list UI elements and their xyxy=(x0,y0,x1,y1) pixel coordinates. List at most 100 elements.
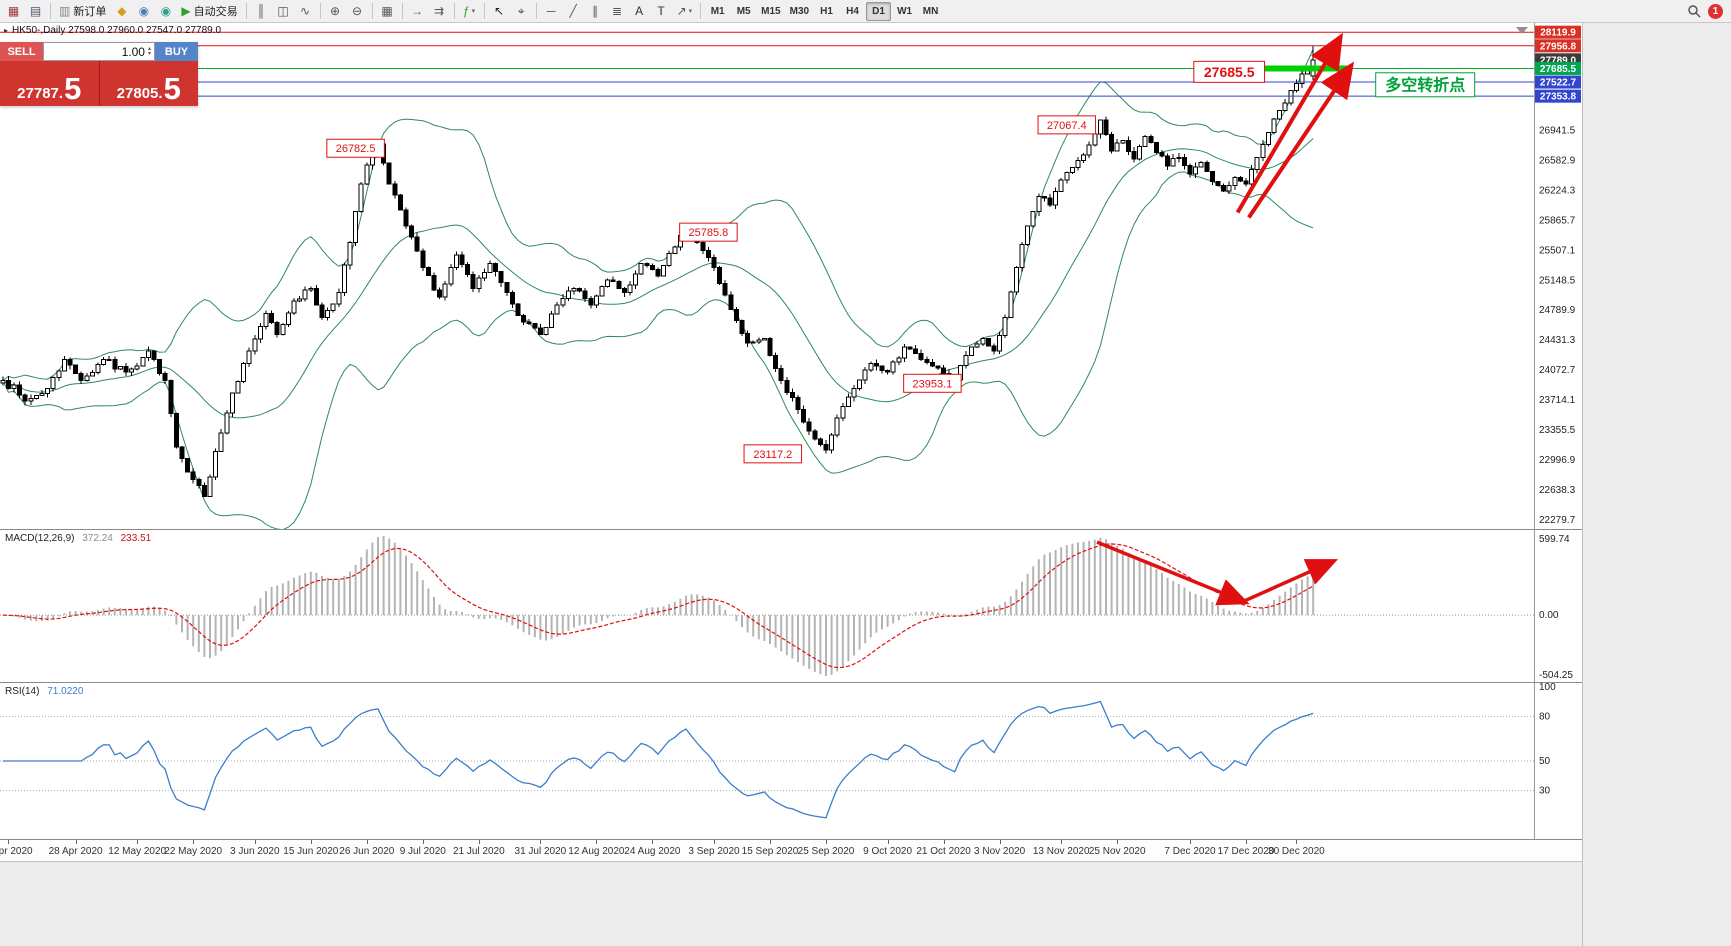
history-center-icon: ◉ xyxy=(160,4,172,18)
sell-price-main: 27787. xyxy=(17,84,64,102)
timeframe-m1[interactable]: M1 xyxy=(710,5,725,17)
chart-title-text: HK50-,Daily 27598.0 27960.0 27547.0 2778… xyxy=(12,25,222,36)
rsi-axis-level: 80 xyxy=(1539,712,1551,723)
equidistant-channel-button[interactable]: ∥ xyxy=(585,2,606,21)
toolbar-separator xyxy=(483,3,485,19)
date-tick xyxy=(596,840,598,844)
timeframe-m5[interactable]: M5 xyxy=(736,5,751,17)
price-tick: 25865.7 xyxy=(1539,215,1576,226)
bar-chart-button[interactable]: ║ xyxy=(251,2,272,21)
spinner-up-icon[interactable]: ▴ xyxy=(147,45,151,52)
toolbar-separator xyxy=(245,3,247,19)
new-chart-icon: ▦ xyxy=(7,4,20,18)
sell-button[interactable]: SELL xyxy=(0,42,43,61)
buy-button[interactable]: BUY xyxy=(155,42,198,61)
macd-trend-arrow[interactable] xyxy=(1242,559,1339,604)
caret-down-icon: ▾ xyxy=(688,8,693,15)
toolbar-separator xyxy=(319,3,321,19)
rsi-line xyxy=(2,700,1314,819)
note-box[interactable]: 多空转折点 xyxy=(1375,72,1476,98)
autotrading-button[interactable]: ▶ 自动交易 xyxy=(177,2,241,21)
macd-trend-arrow[interactable] xyxy=(1096,540,1250,606)
history-center-button[interactable]: ◉ xyxy=(155,2,176,21)
spinner-down-icon[interactable]: ▾ xyxy=(147,50,151,57)
search-icon[interactable] xyxy=(1683,2,1705,21)
macd-histogram xyxy=(7,536,1315,676)
timeframe-m15[interactable]: M15 xyxy=(761,5,781,17)
date-label: 12 May 2020 xyxy=(108,846,167,857)
date-label: 21 Oct 2020 xyxy=(916,846,971,857)
candlestick-chart-icon: ◫ xyxy=(277,4,289,18)
cursor-button[interactable]: ↖ xyxy=(489,2,510,21)
price-callout[interactable]: 23117.2 xyxy=(743,444,803,464)
main-toolbar: ▦ ▤ ▥ 新订单 ◆ ◉ ◉ ▶ 自动交易 ║ ◫ ∿ ⊕ ⊖ ▦ → ⇉ ƒ ▾ ↖ ⌖ ─ ╱ ∥ ≣ A T ↗ ▾ M1 M5 M1… xyxy=(0,0,1731,23)
rsi-canvas[interactable]: 100 80 50 30 xyxy=(0,683,1582,839)
buy-price-main: 27805. xyxy=(116,84,163,102)
sell-price-big-digit: 5 xyxy=(64,71,82,107)
main-chart-canvas[interactable]: 26782.5 25785.8 23953.1 23117.2 27067.4 27685… xyxy=(0,23,1582,529)
fibonacci-button[interactable]: ≣ xyxy=(607,2,628,21)
metaeditor-button[interactable]: ◆ xyxy=(111,2,132,21)
price-callout[interactable]: 27067.4 xyxy=(1037,115,1097,135)
main-chart-panel: 26782.5 25785.8 23953.1 23117.2 27067.4 27685… xyxy=(0,23,1582,529)
chart-profiles-button[interactable]: ▤ xyxy=(25,2,46,21)
tile-windows-icon: ▦ xyxy=(381,4,393,18)
price-axis[interactable]: 26941.5 26582.9 26224.3 25865.7 25507.1 25148… xyxy=(1535,25,1581,526)
crosshair-button[interactable]: ⌖ xyxy=(511,2,532,21)
auto-scroll-button[interactable]: → xyxy=(407,2,428,21)
date-label: 26 Jun 2020 xyxy=(339,846,395,857)
text-label-button[interactable]: T xyxy=(651,2,672,21)
accounts-button[interactable]: ◉ xyxy=(133,2,154,21)
zoom-in-icon: ⊕ xyxy=(330,4,341,18)
chart-shift-icon: ⇉ xyxy=(434,4,445,18)
horizontal-lines[interactable] xyxy=(0,31,1534,97)
price-callout[interactable]: 23953.1 xyxy=(903,373,962,393)
timeframe-m30[interactable]: M30 xyxy=(789,5,810,17)
text-button[interactable]: A xyxy=(629,2,650,21)
expand-arrow-icon[interactable]: ▸ xyxy=(4,26,9,35)
price-callout[interactable]: 27685.5 xyxy=(1193,60,1266,83)
candlestick-chart-button[interactable]: ◫ xyxy=(273,2,294,21)
new-chart-button[interactable]: ▦ xyxy=(3,2,24,21)
volume-spinner-icons[interactable]: ▴ ▾ xyxy=(147,45,151,57)
rsi-axis-level: 100 xyxy=(1539,683,1556,693)
new-order-button[interactable]: ▥ 新订单 xyxy=(55,2,110,21)
fibonacci-icon: ≣ xyxy=(612,4,623,18)
svg-text:27685.5: 27685.5 xyxy=(1540,64,1577,75)
timeframe-w1[interactable]: W1 xyxy=(897,5,913,17)
horizontal-line-icon: ─ xyxy=(546,4,556,18)
timeframe-h1[interactable]: H1 xyxy=(820,5,833,17)
date-tick xyxy=(478,840,480,844)
date-tick xyxy=(1246,840,1247,844)
sell-price-panel[interactable]: 27787. 5 xyxy=(0,61,100,106)
tile-windows-button[interactable]: ▦ xyxy=(377,2,398,21)
zoom-in-button[interactable]: ⊕ xyxy=(325,2,346,21)
volume-stepper[interactable]: 1.00 ▴ ▾ xyxy=(43,42,155,61)
price-callout[interactable]: 25785.8 xyxy=(679,222,738,242)
bottom-filler xyxy=(0,861,1582,946)
notification-badge[interactable]: 1 xyxy=(1708,3,1723,19)
macd-name: MACD(12,26,9) xyxy=(5,533,75,544)
arrows-button[interactable]: ↗ ▾ xyxy=(673,2,697,21)
zoom-out-button[interactable]: ⊖ xyxy=(347,2,368,21)
date-tick xyxy=(714,840,715,844)
indicators-button[interactable]: ƒ ▾ xyxy=(459,2,480,21)
volume-value: 1.00 xyxy=(121,44,145,59)
chart-window: 26782.5 25785.8 23953.1 23117.2 27067.4 27685… xyxy=(0,23,1582,946)
date-label: 15 Sep 2020 xyxy=(741,846,799,857)
metaeditor-icon: ◆ xyxy=(117,4,127,18)
macd-canvas[interactable]: 599.74 0.00 -504.25 xyxy=(0,530,1582,682)
chart-shift-button[interactable]: ⇉ xyxy=(429,2,450,21)
date-tick xyxy=(193,840,195,844)
line-chart-button[interactable]: ∿ xyxy=(295,2,316,21)
buy-price-panel[interactable]: 27805. 5 xyxy=(99,61,198,106)
horizontal-line-button[interactable]: ─ xyxy=(541,2,562,21)
trendline-button[interactable]: ╱ xyxy=(563,2,584,21)
timeframe-d1[interactable]: D1 xyxy=(866,1,892,21)
timeframe-h4[interactable]: H4 xyxy=(846,5,859,17)
price-callout[interactable]: 26782.5 xyxy=(326,138,385,158)
trend-arrow[interactable] xyxy=(1247,61,1355,219)
chart-shift-marker-icon[interactable] xyxy=(1516,27,1528,34)
timeframe-mn[interactable]: MN xyxy=(922,5,939,17)
